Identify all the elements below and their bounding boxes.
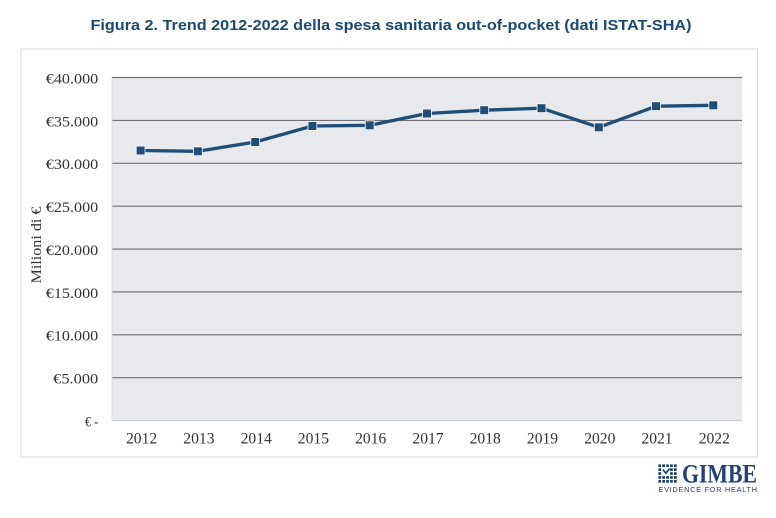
svg-text:€20.000: €20.000 bbox=[46, 243, 98, 259]
svg-text:Milioni di €: Milioni di € bbox=[29, 206, 45, 284]
svg-text:€35.000: €35.000 bbox=[46, 114, 98, 130]
svg-text:EVIDENCE FOR HEALTH: EVIDENCE FOR HEALTH bbox=[659, 485, 758, 494]
svg-text:GIMBE: GIMBE bbox=[682, 459, 757, 489]
svg-text:2019: 2019 bbox=[527, 430, 558, 447]
svg-text:2014: 2014 bbox=[241, 430, 272, 447]
svg-text:€5.000: €5.000 bbox=[53, 372, 98, 388]
svg-text:€15.000: €15.000 bbox=[46, 286, 98, 302]
svg-text:2020: 2020 bbox=[584, 430, 615, 447]
svg-text:€30.000: €30.000 bbox=[46, 157, 98, 173]
svg-text:Figura 2. Trend 2012-2022 dell: Figura 2. Trend 2012-2022 della spesa sa… bbox=[91, 17, 692, 34]
svg-text:€40.000: €40.000 bbox=[46, 71, 98, 87]
svg-text:2016: 2016 bbox=[355, 430, 386, 447]
svg-text:2018: 2018 bbox=[470, 430, 501, 447]
svg-text:2013: 2013 bbox=[183, 430, 214, 447]
svg-text:2015: 2015 bbox=[298, 430, 329, 447]
svg-text:2021: 2021 bbox=[641, 430, 672, 447]
svg-text:€ -: € - bbox=[85, 415, 98, 431]
svg-text:2012: 2012 bbox=[126, 430, 157, 447]
svg-text:2017: 2017 bbox=[412, 430, 443, 447]
svg-text:€10.000: €10.000 bbox=[46, 329, 98, 345]
svg-text:2022: 2022 bbox=[699, 430, 730, 447]
svg-text:€25.000: €25.000 bbox=[46, 200, 98, 216]
